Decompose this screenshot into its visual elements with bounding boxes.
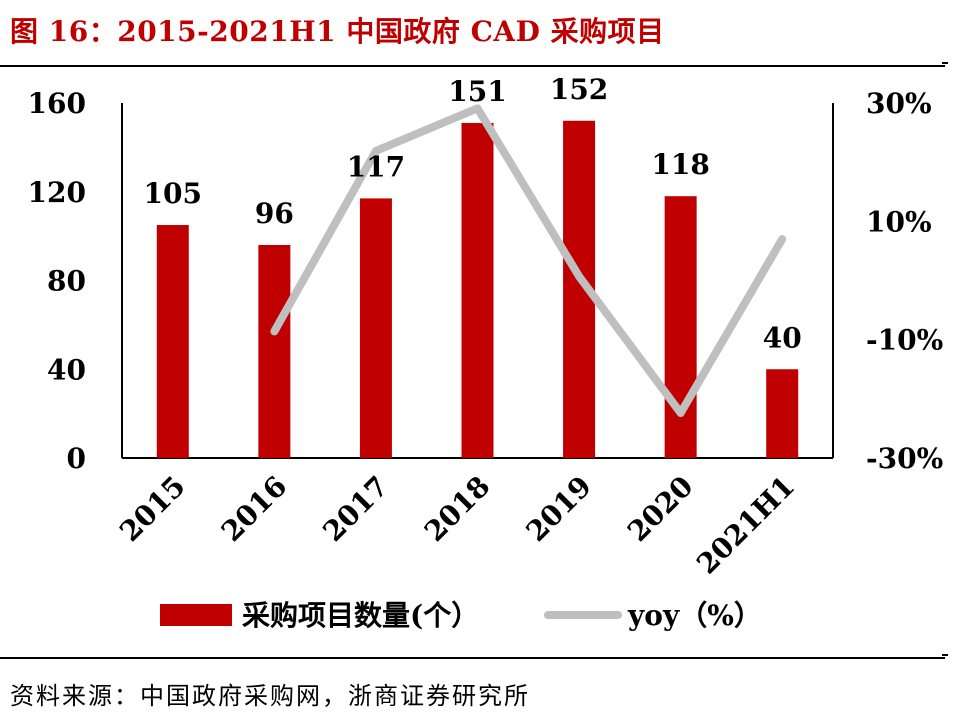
bar-data-label: 117 bbox=[347, 150, 405, 183]
bar bbox=[156, 225, 189, 458]
bar-data-label: 40 bbox=[763, 321, 802, 354]
y-left-tick-label: 120 bbox=[28, 176, 86, 209]
y-left-tick-label: 80 bbox=[47, 265, 86, 298]
top-rule bbox=[0, 62, 948, 67]
x-tick-label: 2019 bbox=[520, 470, 598, 548]
bar bbox=[766, 369, 799, 458]
bar-data-label: 118 bbox=[651, 148, 709, 181]
bar bbox=[258, 245, 291, 458]
bottom-rule bbox=[0, 654, 948, 659]
bar bbox=[461, 122, 494, 458]
y-right-tick-label: -10% bbox=[866, 324, 943, 357]
x-tick-label: 2020 bbox=[621, 470, 699, 548]
y-right-tick-label: -30% bbox=[866, 442, 943, 475]
x-tick-label: 2015 bbox=[113, 470, 191, 548]
y-right-tick-label: 10% bbox=[866, 205, 932, 238]
y-left-tick-label: 0 bbox=[67, 442, 86, 475]
bar bbox=[664, 196, 697, 458]
x-tick-label: 2016 bbox=[215, 470, 293, 548]
yoy-line bbox=[270, 104, 787, 418]
source-note: 资料来源：中国政府采购网，浙商证券研究所 bbox=[10, 682, 530, 710]
x-tick-label: 2018 bbox=[418, 470, 496, 548]
bar-data-label: 151 bbox=[448, 75, 506, 108]
x-tick-label: 2017 bbox=[316, 470, 394, 548]
bar bbox=[359, 198, 392, 458]
legend-label-line: yoy（%） bbox=[627, 599, 762, 632]
legend-swatch-bar bbox=[160, 604, 232, 626]
legend-label-bar: 采购项目数量(个） bbox=[242, 599, 479, 632]
bar-data-label: 152 bbox=[550, 73, 608, 106]
y-right-tick-label: 30% bbox=[866, 87, 932, 120]
y-left-tick-label: 160 bbox=[28, 87, 86, 120]
x-tick-label: 2021H1 bbox=[690, 470, 801, 581]
bar-data-label: 96 bbox=[255, 197, 294, 230]
figure-title: 图 16：2015-2021H1 中国政府 CAD 采购项目 bbox=[10, 15, 665, 48]
y-left-tick-label: 40 bbox=[47, 353, 86, 386]
bar-data-label: 105 bbox=[144, 177, 202, 210]
